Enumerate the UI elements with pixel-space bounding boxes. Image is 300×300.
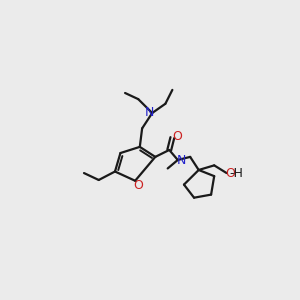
Text: N: N xyxy=(177,154,186,167)
Text: N: N xyxy=(144,106,154,119)
Text: O: O xyxy=(133,179,143,192)
Text: O: O xyxy=(225,167,235,180)
Text: O: O xyxy=(172,130,182,143)
Text: -H: -H xyxy=(230,167,244,180)
